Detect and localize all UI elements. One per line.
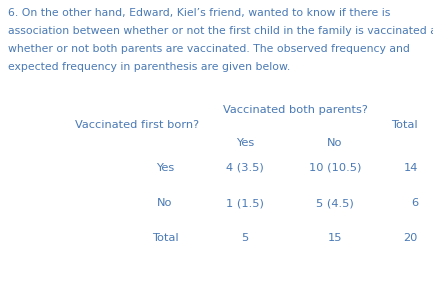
Text: No: No (157, 198, 173, 208)
Text: 5 (4.5): 5 (4.5) (316, 198, 354, 208)
Text: 4 (3.5): 4 (3.5) (226, 163, 264, 173)
Text: Vaccinated first born?: Vaccinated first born? (75, 120, 199, 130)
Text: 20: 20 (404, 233, 418, 243)
Text: 1 (1.5): 1 (1.5) (226, 198, 264, 208)
Text: Vaccinated both parents?: Vaccinated both parents? (223, 105, 368, 115)
Text: Total: Total (391, 120, 418, 130)
Text: 14: 14 (404, 163, 418, 173)
Text: 15: 15 (328, 233, 342, 243)
Text: expected frequency in parenthesis are given below.: expected frequency in parenthesis are gi… (8, 62, 290, 72)
Text: 5: 5 (241, 233, 249, 243)
Text: 6. On the other hand, Edward, Kiel’s friend, wanted to know if there is: 6. On the other hand, Edward, Kiel’s fri… (8, 8, 391, 18)
Text: Yes: Yes (236, 138, 254, 148)
Text: whether or not both parents are vaccinated. The observed frequency and: whether or not both parents are vaccinat… (8, 44, 410, 54)
Text: 6: 6 (411, 198, 418, 208)
Text: 10 (10.5): 10 (10.5) (309, 163, 361, 173)
Text: Total: Total (152, 233, 178, 243)
Text: Yes: Yes (156, 163, 174, 173)
Text: association between whether or not the first child in the family is vaccinated a: association between whether or not the f… (8, 26, 433, 36)
Text: No: No (327, 138, 343, 148)
